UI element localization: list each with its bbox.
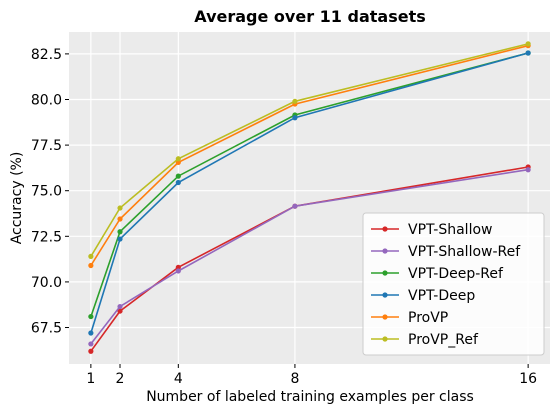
- y-tick-label: 70.0: [31, 275, 62, 291]
- data-point: [525, 41, 531, 47]
- legend-label: VPT-Shallow: [408, 222, 492, 238]
- legend: VPT-Shallow VPT-Shallow-Ref VPT-Deep-Ref VP…: [362, 212, 545, 356]
- series-vpt-shallow-ref: [88, 167, 531, 347]
- y-tick-label: 72.5: [31, 229, 62, 245]
- data-point: [117, 303, 123, 310]
- data-point: [292, 203, 298, 209]
- legend-item: VPT-Shallow: [371, 222, 492, 238]
- legend-label: ProVP: [408, 310, 448, 326]
- x-tick-label: 1: [86, 371, 95, 387]
- data-point: [117, 205, 123, 211]
- x-tick-label: 2: [116, 371, 125, 387]
- legend-item: VPT-Deep-Ref: [371, 266, 504, 282]
- data-point: [117, 236, 123, 242]
- data-point: [292, 115, 298, 121]
- y-tick-label: 77.5: [31, 138, 62, 154]
- legend-marker: [382, 314, 388, 320]
- x-tick-label: 4: [174, 371, 183, 387]
- series-group: [88, 41, 531, 354]
- y-tick-label: 67.5: [31, 321, 62, 337]
- legend-marker: [382, 336, 388, 342]
- data-point: [292, 98, 298, 104]
- x-axis-ticks: 1 2 4 8 16: [86, 364, 537, 387]
- legend-item: ProVP_Ref: [371, 332, 479, 348]
- y-tick-label: 80.0: [31, 92, 62, 108]
- series-vpt-deep: [88, 50, 531, 336]
- legend-item: ProVP: [371, 310, 448, 326]
- y-axis-ticks: 67.5 70.0 72.5 75.0 77.5 80.0 82.5: [31, 47, 69, 337]
- chart-title: Average over 11 datasets: [194, 7, 425, 26]
- series-provp-ref: [88, 41, 531, 259]
- legend-item: VPT-Shallow-Ref: [371, 244, 521, 260]
- data-point: [117, 216, 123, 222]
- y-tick-label: 75.0: [31, 184, 62, 200]
- legend-label: ProVP_Ref: [408, 332, 479, 348]
- legend-marker: [382, 226, 388, 232]
- data-point: [175, 268, 181, 274]
- legend-item: VPT-Deep: [371, 288, 475, 304]
- data-point: [175, 156, 181, 162]
- data-point: [525, 50, 531, 56]
- data-point: [117, 229, 123, 235]
- legend-marker: [382, 292, 388, 298]
- data-point: [175, 173, 181, 179]
- y-axis-label: Accuracy (%): [9, 152, 25, 245]
- data-point: [88, 253, 94, 259]
- legend-label: VPT-Deep: [408, 288, 475, 304]
- x-tick-label: 8: [290, 371, 299, 387]
- data-point: [525, 167, 531, 173]
- legend-marker: [382, 248, 388, 254]
- legend-label: VPT-Deep-Ref: [408, 266, 504, 282]
- legend-box: [362, 212, 545, 356]
- data-point: [88, 313, 94, 320]
- data-point: [88, 348, 94, 354]
- data-point: [175, 179, 181, 186]
- data-point: [88, 330, 94, 336]
- data-point: [88, 262, 94, 269]
- legend-label: VPT-Shallow-Ref: [408, 244, 521, 260]
- y-tick-label: 82.5: [31, 47, 62, 63]
- data-point: [175, 264, 181, 270]
- legend-marker: [382, 270, 388, 276]
- data-point: [88, 341, 94, 347]
- data-point: [117, 308, 123, 314]
- x-tick-label: 16: [519, 371, 537, 387]
- data-point: [175, 159, 181, 166]
- x-axis-label: Number of labeled training examples per …: [146, 389, 474, 405]
